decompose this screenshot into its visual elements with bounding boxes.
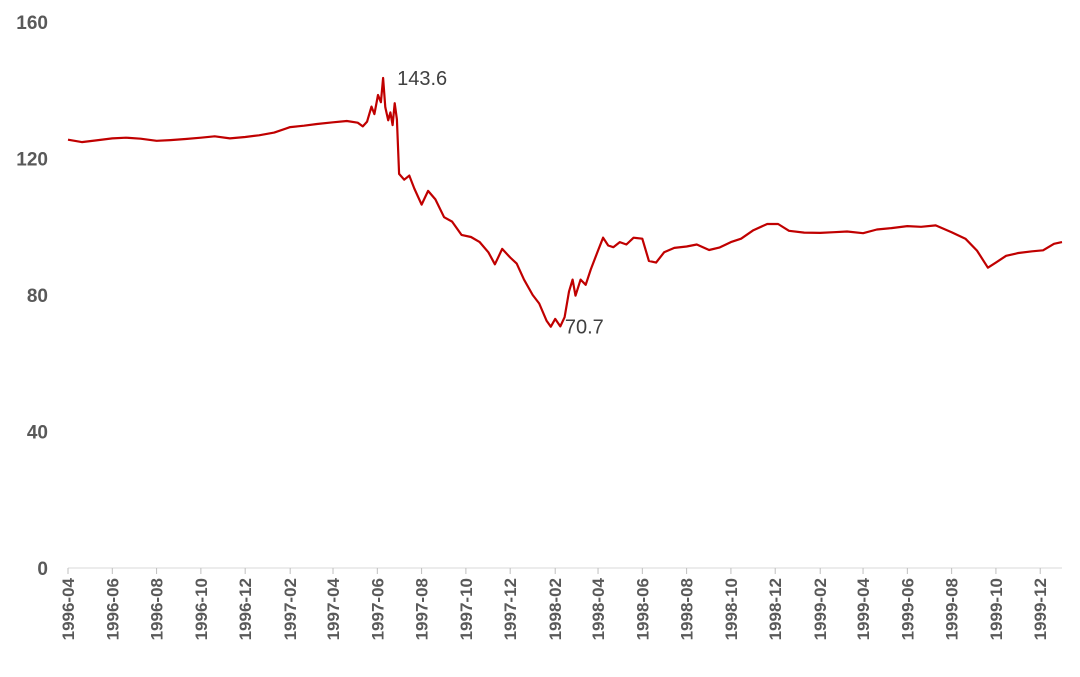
y-axis: 0 40 80 120 160 (16, 13, 48, 580)
x-tick-label: 1999-08 (943, 578, 962, 640)
x-tick-label: 1997-08 (413, 578, 432, 640)
x-tick-label: 1998-02 (546, 578, 565, 640)
x-tick-label: 1996-04 (59, 577, 78, 640)
x-tick-label: 1999-10 (987, 578, 1006, 640)
x-axis: 1996-04 1996-06 1996-08 1996-10 1996-12 1997-… (59, 567, 1062, 640)
x-tick-label: 1996-08 (148, 578, 167, 640)
data-label: 70.7 (565, 317, 604, 339)
x-tick-label: 1996-12 (236, 578, 255, 640)
x-tick-label: 1998-12 (766, 578, 785, 640)
x-tick-label: 1997-06 (368, 578, 387, 640)
x-tick-label: 1999-12 (1031, 578, 1050, 640)
series-group (67, 76, 1063, 328)
y-tick-label: 0 (37, 559, 48, 580)
x-tick-label: 1999-06 (898, 578, 917, 640)
x-tick-label: 1997-04 (324, 577, 343, 640)
x-tick-label: 1997-10 (457, 578, 476, 640)
data-labels: 143.6 70.7 (397, 68, 604, 339)
x-tick-label: 1999-02 (811, 578, 830, 640)
y-tick-label: 80 (27, 286, 48, 307)
data-label: 143.6 (397, 68, 447, 90)
x-tick-label: 1997-12 (501, 578, 520, 640)
x-tick-label: 1996-10 (192, 578, 211, 640)
series-line (67, 76, 1063, 328)
x-tick-label: 1998-10 (722, 578, 741, 640)
y-tick-label: 160 (16, 13, 48, 34)
x-tick-label: 1996-06 (103, 578, 122, 640)
x-tick-label: 1997-02 (281, 578, 300, 640)
x-tick-label: 1998-06 (633, 578, 652, 640)
x-tick-label: 1999-04 (854, 577, 873, 640)
x-tick-label: 1998-04 (589, 577, 608, 640)
y-tick-label: 40 (27, 423, 48, 444)
x-tick-label: 1998-08 (678, 578, 697, 640)
y-tick-label: 120 (16, 150, 48, 171)
